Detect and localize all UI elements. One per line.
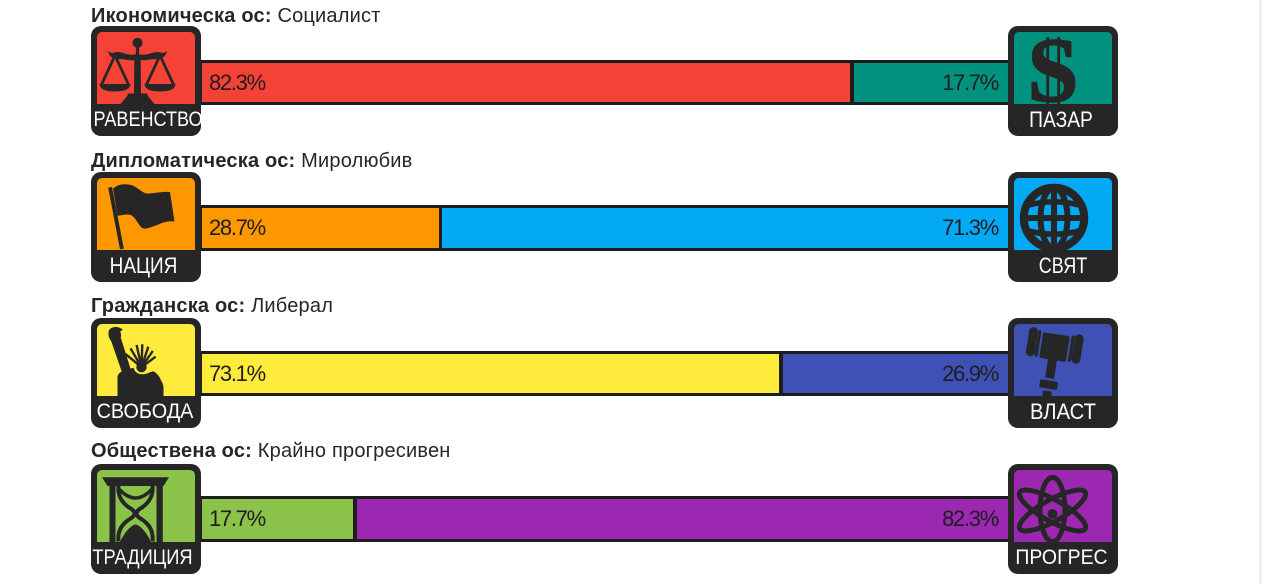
- svg-text:S: S: [1027, 32, 1078, 104]
